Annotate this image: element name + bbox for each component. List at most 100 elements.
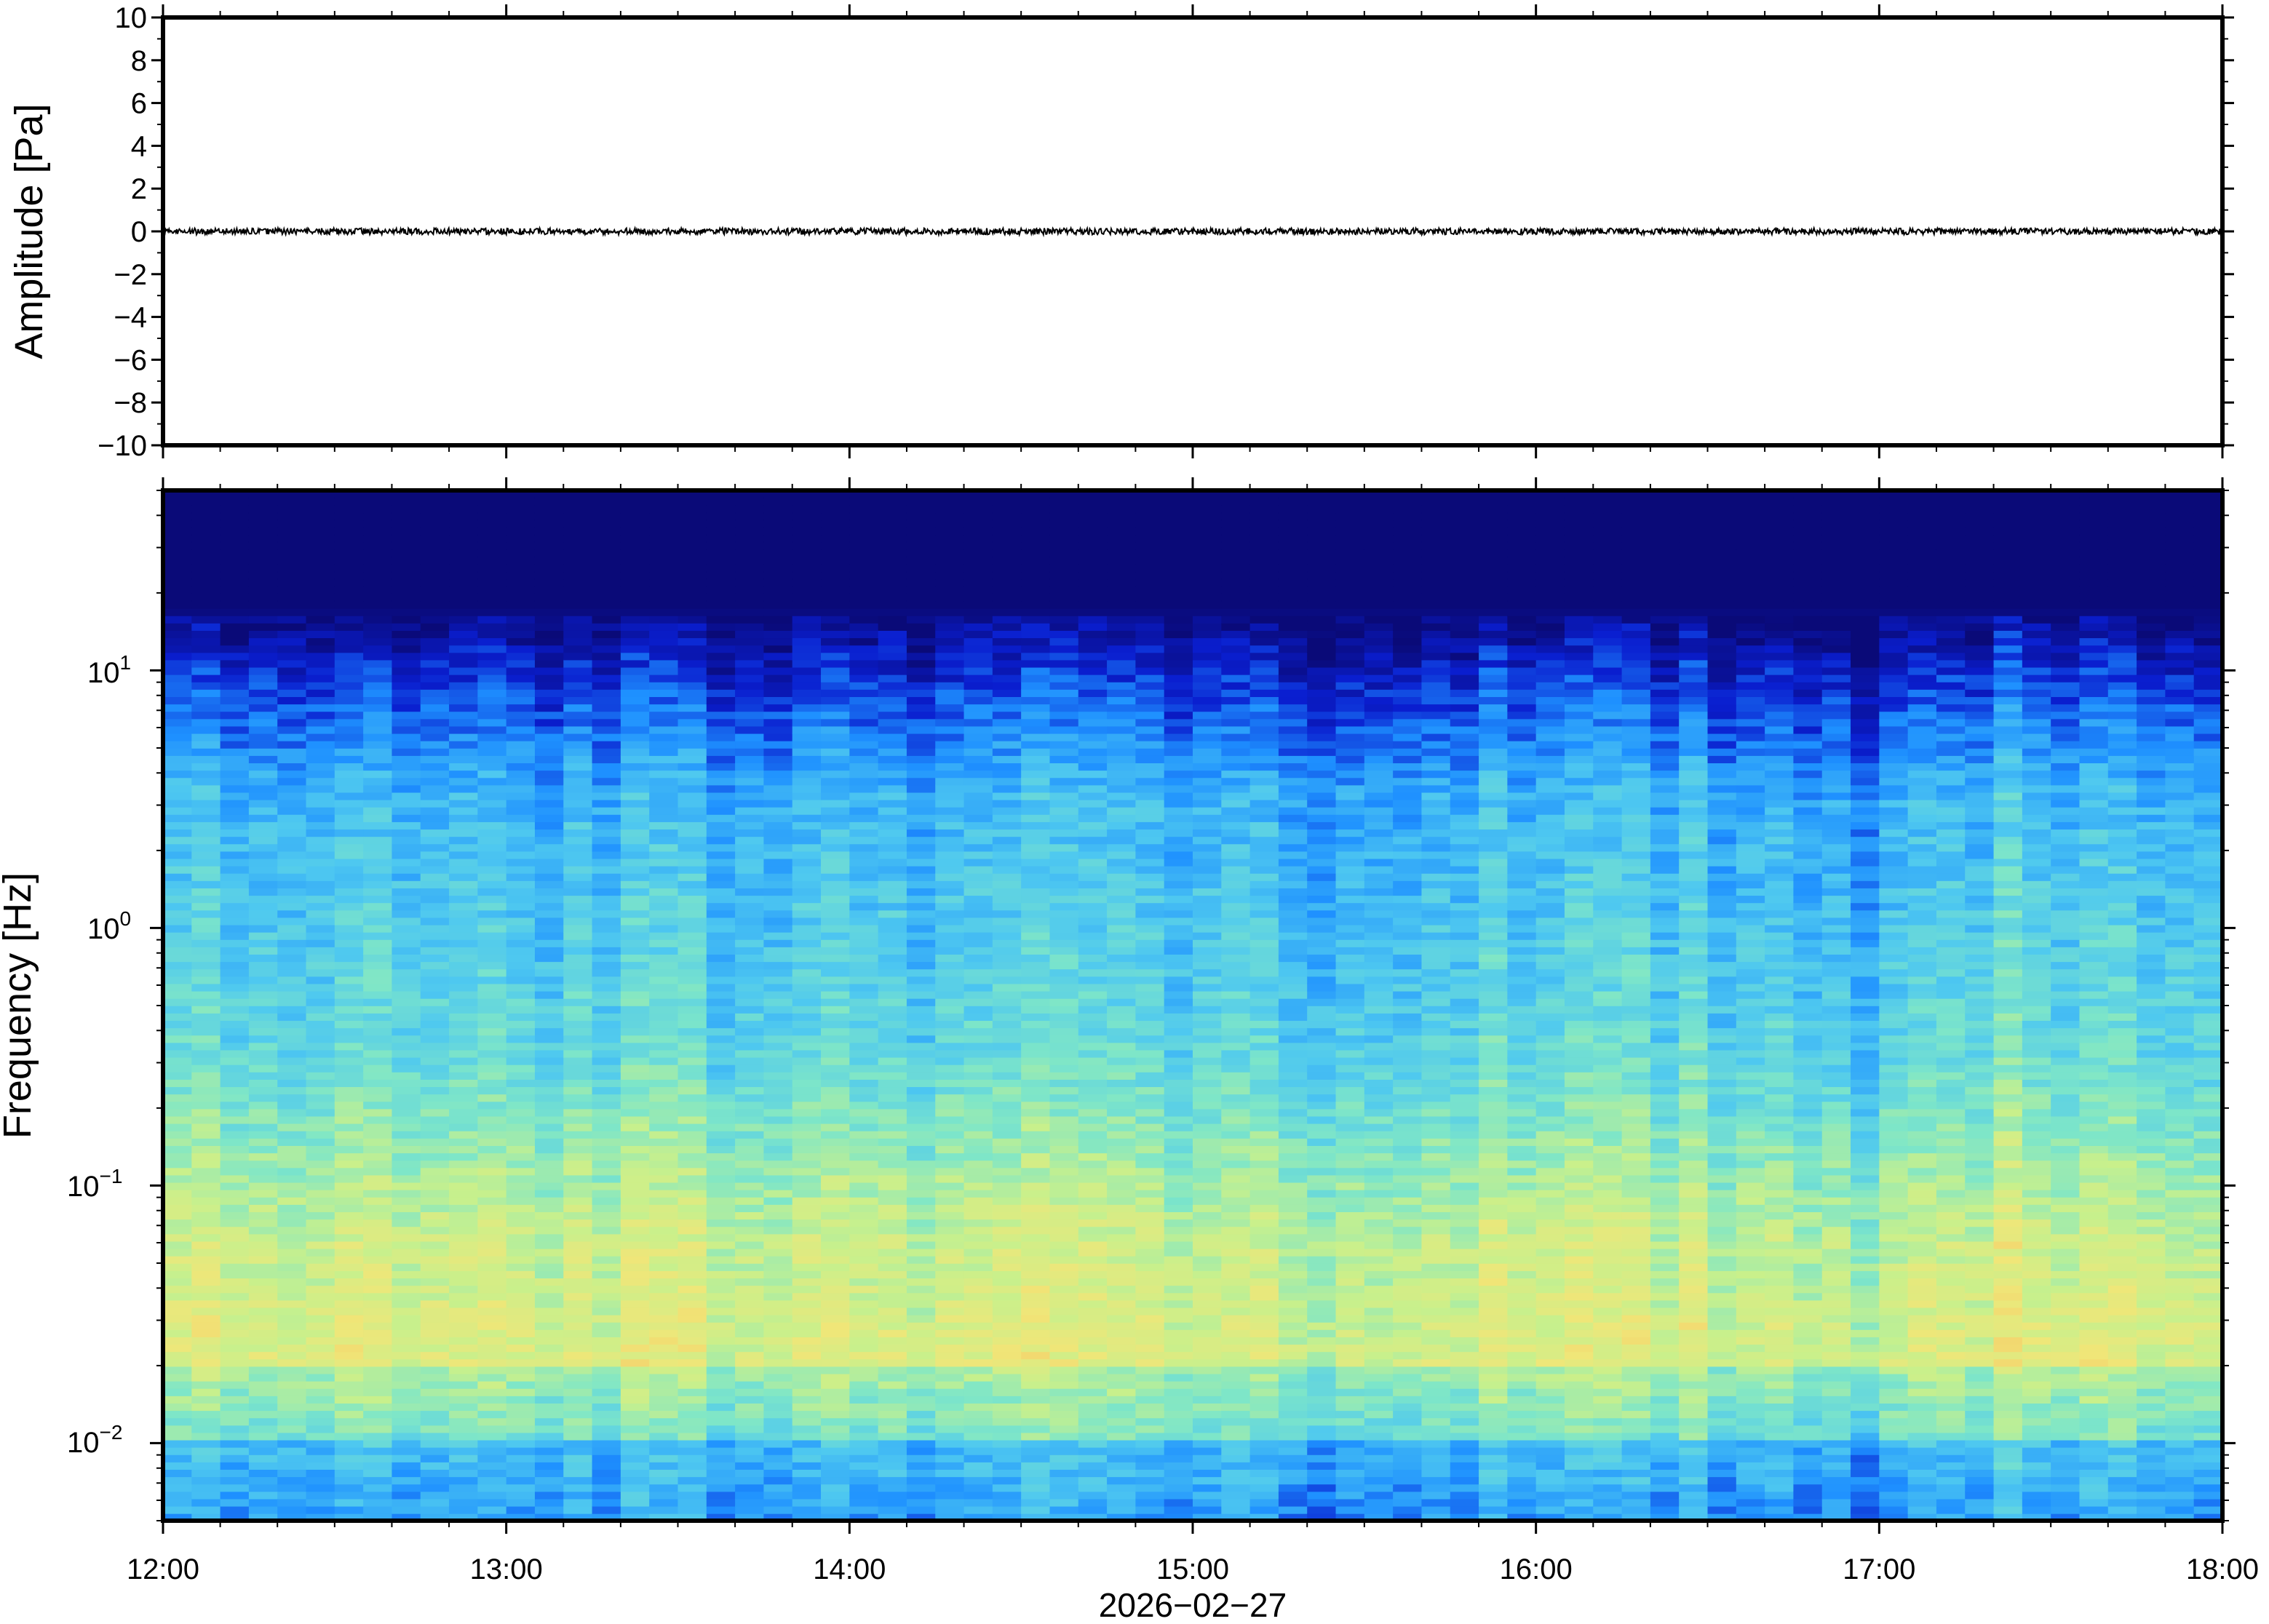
spectrogram-cell (449, 998, 479, 1006)
spectrogram-cell (706, 659, 736, 668)
spectrogram-cell (906, 1042, 937, 1051)
spectrogram-cell (706, 1211, 736, 1220)
spectrogram-cell (477, 1425, 507, 1433)
spectrogram-cell (963, 1469, 993, 1478)
spectrogram-cell (735, 541, 765, 550)
spectrogram-cell (821, 623, 851, 631)
spectrogram-cell (534, 645, 565, 653)
spectrogram-cell (1049, 645, 1079, 653)
spectrogram-cell (220, 983, 250, 992)
spectrogram-cell (477, 740, 507, 749)
spectrogram-cell (878, 645, 907, 653)
spectrogram-cell (677, 954, 707, 963)
spectrogram-cell (792, 740, 822, 749)
spectrogram-cell (706, 1035, 736, 1043)
spectrogram-cell (992, 755, 1022, 764)
spectrogram-cell (1107, 1403, 1137, 1412)
spectrogram-cell (849, 1321, 879, 1330)
spectrogram-cell (1021, 1498, 1051, 1507)
spectrogram-cell (506, 733, 536, 741)
spectrogram-cell (706, 1299, 736, 1308)
spectrogram-cell (477, 968, 507, 977)
spectrogram-cell (306, 1439, 335, 1448)
spectrogram-cell (1021, 939, 1051, 947)
spectrogram-cell (1021, 792, 1051, 800)
spectrogram-cell (506, 689, 536, 697)
spectrogram-cell (392, 527, 421, 536)
spectrogram-cell (1078, 1255, 1108, 1264)
spectrogram-cell (1049, 1101, 1079, 1110)
spectrogram-cell (592, 968, 621, 977)
spectrogram-cell (477, 888, 507, 896)
spectrogram-cell (849, 718, 879, 727)
spectrogram-cell (191, 578, 221, 587)
spectrogram-cell (906, 998, 937, 1006)
spectrogram-cell (1049, 909, 1079, 918)
spectrogram-cell (878, 865, 907, 874)
spectrogram-cell (534, 836, 565, 845)
spectrogram-cell (963, 888, 993, 896)
spectrogram-cell (649, 1035, 679, 1043)
spectrogram-cell (849, 1226, 879, 1235)
spectrogram-cell (191, 888, 221, 896)
spectrogram-cell (677, 652, 707, 661)
spectrogram-cell (248, 1241, 279, 1249)
spectrogram-cell (420, 976, 450, 984)
spectrogram-cell (1049, 681, 1079, 690)
spectrogram-cell (220, 1006, 250, 1014)
spectrogram-cell (1021, 1446, 1051, 1455)
spectrogram-cell (163, 1174, 193, 1183)
spectrogram-cell (849, 1263, 879, 1271)
spectrogram-cell (449, 1425, 479, 1433)
spectrogram-cell (506, 784, 536, 793)
spectrogram-cell (821, 902, 851, 911)
spectrogram-cell (191, 806, 221, 815)
spectrogram-cell (506, 763, 536, 771)
spectrogram-cell (849, 704, 879, 712)
spectrogram-cell (677, 917, 707, 926)
spectrogram-cell (477, 770, 507, 779)
spectrogram-cell (477, 615, 507, 624)
spectrogram-cell (191, 1035, 221, 1043)
spectrogram-cell (1107, 615, 1137, 624)
amp-ytick-label: 8 (131, 45, 147, 77)
spectrogram-cell (706, 1196, 736, 1205)
spectrogram-cell (248, 902, 279, 911)
spectrogram-cell (763, 1006, 793, 1014)
spectrogram-cell (792, 1079, 822, 1088)
spectrogram-cell (878, 1056, 907, 1065)
spectrogram-cell (534, 858, 565, 867)
spectrogram-cell (506, 1226, 536, 1235)
spectrogram-cell (992, 571, 1022, 580)
spectrogram-cell (477, 593, 507, 602)
spectrogram-cell (1021, 1196, 1051, 1205)
spectrogram-cell (420, 725, 450, 734)
spectrogram-cell (878, 1145, 907, 1154)
spectrogram-cell (906, 578, 937, 587)
spectrogram-cell (334, 689, 364, 697)
spectrogram-cell (277, 947, 307, 955)
spectrogram-cell (620, 858, 650, 867)
spectrogram-cell (220, 770, 250, 779)
spectrogram-cell (649, 704, 679, 712)
spectrogram-cell (306, 527, 335, 536)
spectrogram-cell (534, 549, 565, 557)
spectrogram-cell (849, 733, 879, 741)
spectrogram-cell (163, 1219, 193, 1227)
spectrogram-cell (992, 608, 1022, 616)
spectrogram-cell (506, 674, 536, 682)
spectrogram-cell (878, 1484, 907, 1492)
spectrogram-cell (620, 1027, 650, 1036)
spectrogram-cell (163, 608, 193, 616)
spectrogram-cell (534, 939, 565, 947)
spectrogram-cell (449, 888, 479, 896)
spectrogram-cell (763, 666, 793, 675)
spectrogram-cell (163, 674, 193, 682)
spectrogram-cell (1135, 858, 1165, 867)
spectrogram-cell (620, 1270, 650, 1279)
spectrogram-cell (735, 615, 765, 624)
spectrogram-cell (506, 990, 536, 999)
spectrogram-cell (1107, 1204, 1137, 1212)
spectrogram-cell (248, 851, 279, 859)
spectrogram-cell (534, 490, 565, 498)
